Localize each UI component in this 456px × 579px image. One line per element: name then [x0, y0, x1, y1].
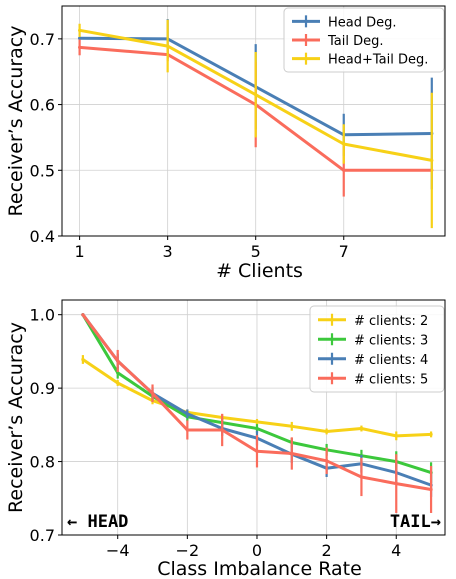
- x-tick-label: 4: [391, 541, 401, 560]
- x-tick-label: 7: [339, 242, 349, 261]
- data-point: [81, 313, 85, 317]
- legend-item: # clients: 4: [318, 352, 428, 368]
- data-point: [81, 357, 85, 362]
- data-point: [342, 142, 346, 146]
- legend-item: # clients: 3: [318, 333, 428, 348]
- x-tick-label: 0: [252, 541, 262, 560]
- x-tick-label: 3: [163, 242, 173, 261]
- data-point: [394, 434, 398, 438]
- legend-label: # clients: 2: [354, 314, 428, 329]
- data-point: [429, 432, 433, 436]
- data-point: [78, 28, 82, 32]
- y-tick-label: 1.0: [30, 306, 55, 325]
- annotation-head: ← HEAD: [67, 512, 128, 532]
- data-point: [220, 428, 224, 432]
- data-point: [185, 412, 189, 416]
- series-3: [78, 19, 434, 229]
- y-tick-label: 0.6: [30, 96, 55, 115]
- x-tick-label: 2: [322, 541, 332, 560]
- annotation-tail: TAIL→: [390, 512, 441, 532]
- data-point: [116, 381, 120, 385]
- x-axis-label: Class Imbalance Rate: [157, 558, 362, 579]
- x-tick-label: −2: [176, 541, 200, 560]
- data-point: [325, 459, 329, 463]
- data-point: [325, 429, 329, 434]
- y-axis-label: Receiver’s Accuracy: [5, 322, 27, 513]
- x-tick-label: −4: [106, 541, 130, 560]
- y-axis-label: Receiver’s Accuracy: [5, 26, 27, 217]
- y-tick-label: 0.4: [30, 227, 55, 246]
- chart-panel-2: −4 −2 0 2 4 0.7 0.8 0.9 1.0 Class Imbalance Rate R…: [5, 299, 446, 579]
- data-point: [185, 428, 189, 432]
- legend-box: [309, 305, 445, 393]
- data-point: [255, 449, 259, 453]
- y-tick-label: 0.9: [30, 379, 55, 398]
- legend-item: Head Deg.: [292, 15, 397, 30]
- data-point: [342, 168, 346, 172]
- legend-label: # clients: 3: [354, 333, 428, 348]
- legend-label: Tail Deg.: [327, 34, 384, 49]
- data-point: [116, 359, 120, 363]
- x-axis-label: # Clients: [216, 260, 303, 282]
- y-tick-label: 0.7: [30, 30, 55, 49]
- legend-label: # clients: 4: [354, 353, 428, 368]
- legend-item: # clients: 5: [318, 372, 428, 387]
- plot-frame: [61, 299, 446, 536]
- data-point: [150, 391, 155, 395]
- legend-item: Head+Tail Deg.: [292, 52, 428, 68]
- y-tick-label: 0.8: [30, 453, 55, 472]
- legend: # clients: 2 # clients: 3 # clients: 4 # cl…: [309, 305, 445, 393]
- plot-frame: [61, 5, 446, 237]
- data-point: [290, 451, 294, 456]
- legend-label: Head+Tail Deg.: [328, 53, 428, 68]
- data-point: [166, 44, 170, 48]
- legend-box: [283, 7, 445, 73]
- data-point: [394, 481, 398, 486]
- data-point: [255, 420, 259, 424]
- x-tick-label: 5: [251, 242, 261, 261]
- x-tick-label: 1: [75, 242, 85, 261]
- data-point: [430, 158, 434, 163]
- legend: Head Deg. Tail Deg. Head+Tail Deg.: [283, 7, 445, 73]
- legend-item: Tail Deg.: [292, 34, 384, 49]
- legend-item: # clients: 2: [318, 313, 428, 329]
- data-point: [359, 475, 364, 479]
- chart-panel-1: 1 3 5 7 0.4 0.5 0.6 0.7 # Clients Receiver’s Accu…: [5, 5, 446, 282]
- data-point: [359, 426, 364, 431]
- series-4: [81, 313, 433, 513]
- data-point: [429, 487, 433, 492]
- y-tick-label: 0.5: [30, 161, 55, 180]
- data-point: [78, 36, 82, 40]
- y-tick-label: 0.7: [30, 526, 55, 545]
- legend-label: Head Deg.: [328, 15, 397, 30]
- data-point: [254, 93, 258, 97]
- data-point: [290, 424, 294, 428]
- data-point: [255, 426, 259, 431]
- data-point: [78, 45, 82, 50]
- legend-label: # clients: 5: [354, 372, 428, 387]
